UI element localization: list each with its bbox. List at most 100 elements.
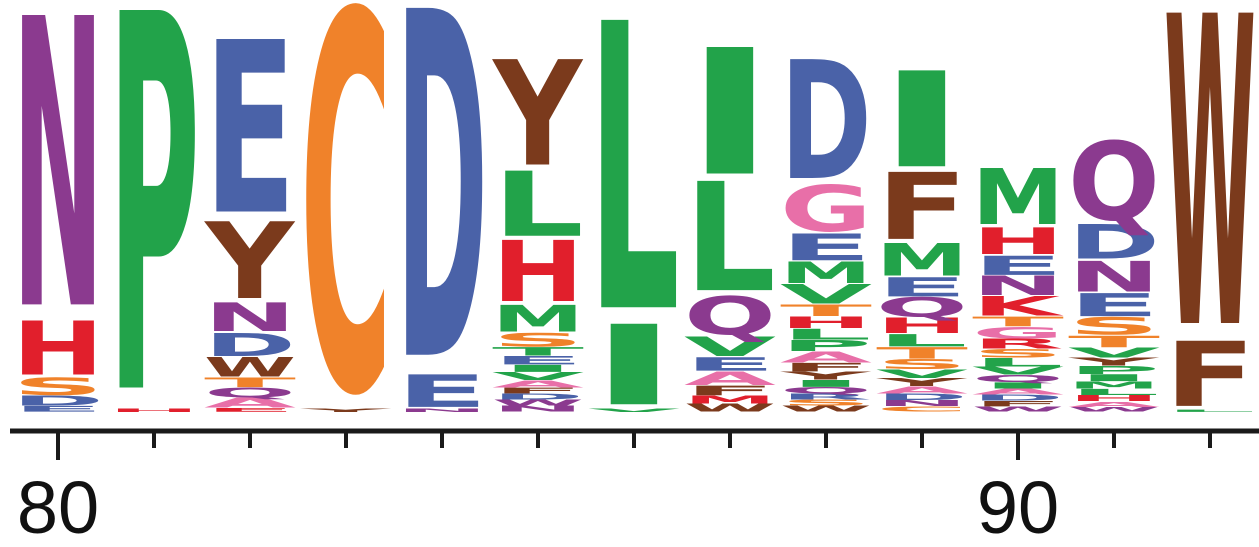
logo-letter: Y [300,408,392,413]
logo-letter: H [492,224,584,322]
logo-letter: N [972,271,1064,302]
logo-letter: S [1068,313,1160,341]
logo-letter: P [780,337,872,354]
logo-letter: E [1068,287,1160,324]
stack-position-83: YC [300,0,392,510]
logo-letter: A [1068,400,1160,409]
tick-label-80: 80 [17,466,99,547]
logo-letter: E [12,404,104,413]
logo-letter: H [972,221,1064,264]
logo-letter: N [396,408,488,413]
logo-letter: F [876,154,968,261]
logo-letter: E [684,354,776,375]
logo-letter: Y [491,31,583,199]
logo-letter: E [204,407,296,413]
logo-letter: Y [1068,356,1160,368]
logo-letter: Q [1068,121,1160,246]
logo-letter: Q [876,292,968,323]
logo-letter: Q [684,287,776,348]
logo-letter: H [108,408,200,413]
logo-letter: A [204,395,297,410]
logo-letter: D [396,0,488,468]
logo-letter: I [684,13,776,214]
logo-letter: D [780,27,872,216]
logo-letter: R [780,392,872,401]
logo-letter: F [1164,323,1256,427]
tick-label-90: 90 [977,466,1059,547]
logo-letter: V [684,332,777,363]
logo-letter: P [108,0,200,510]
logo-letter: F [684,383,776,398]
stack-position-84: NED [396,0,488,468]
logo-letter: F [492,386,584,395]
logo-letter: W [780,404,872,413]
logo-letter: Q [204,385,296,400]
logo-letter: T [972,314,1064,329]
logo-letter: D [204,327,296,364]
logo-letter: M [684,394,776,406]
logo-letter: F [972,400,1064,409]
logo-letter: H [876,314,968,338]
logo-letter: C [876,405,968,414]
logo-letter: I [588,302,680,431]
logo-letter: V [588,408,680,413]
logo-letter: I [876,44,968,197]
logo-letter: I [492,363,584,374]
logo-letter: H [12,307,104,393]
stack-position-81: HP [108,0,200,510]
logo-letter: S [12,373,104,401]
logo-letter: L [684,151,776,326]
logo-letter: V [876,367,968,380]
logo-letter: V [780,279,873,310]
logo-letter: E [396,365,488,417]
logo-letter: W [972,405,1064,413]
x-axis-ticks [56,431,1212,460]
logo-letter: A [876,385,968,396]
logo-letter: Q [780,386,872,396]
logo-letter: M [1068,380,1160,391]
logo-letter: L [1164,409,1256,413]
logo-letter: I [972,381,1064,391]
logo-letter: H [1068,394,1160,403]
logo-letter: N [1068,252,1160,301]
logo-letter: T [204,375,296,390]
logo-letter: N [876,399,968,408]
logo-letter: V [1068,345,1161,360]
logo-letter: N [204,295,296,341]
logo-letter: T [1068,333,1160,351]
logo-letter: M [972,153,1064,242]
logo-letter: E [876,272,968,303]
logo-letter: S [876,357,968,372]
logo-letter: M [876,235,968,287]
logo-letter: Y [780,370,872,382]
logo-letter: Y [876,376,968,388]
logo-letter: E [204,0,296,268]
logo-letter: L [588,0,680,402]
logo-letter: L [972,356,1064,369]
logo-letter: I [1068,372,1160,383]
logo-letter: S [972,347,1064,360]
logo-letter: N [12,0,104,398]
logo-letter: Q [972,373,1064,384]
logo-letter: W [684,402,776,414]
logo-letter: L [780,326,872,343]
logo-letter: H [780,313,872,331]
logo-letter: L [1068,387,1160,397]
logo-letter: W [492,398,584,407]
logo-letter: S [780,398,872,407]
logo-letter: G [780,173,872,246]
logo-letter: R [972,336,1064,351]
logo-letter: M [492,297,584,340]
stack-position-86: VIL [588,0,680,431]
logo-letter: D [1068,215,1160,270]
logo-letter: P [1068,364,1160,376]
logo-letter: L [492,154,584,257]
